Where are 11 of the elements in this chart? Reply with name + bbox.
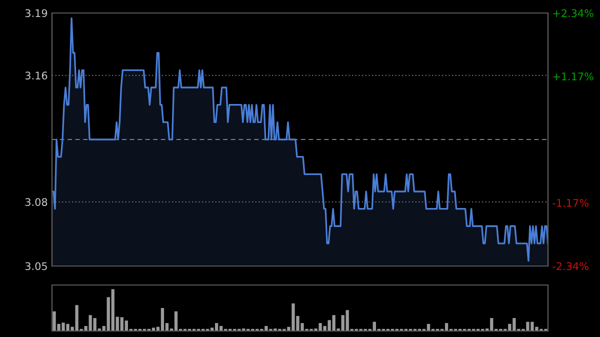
bar [160, 308, 164, 331]
y2-tick-label: +1.17% [553, 72, 594, 80]
y-tick-label: 3.19 [25, 9, 48, 18]
y2-tick-label: +2.34% [553, 9, 594, 18]
y2-tick-label: -2.34% [552, 262, 588, 270]
y-tick-label: 3.16 [25, 72, 48, 80]
y2-tick-label: -1.17% [552, 198, 588, 207]
y-tick-label: 3.05 [25, 262, 47, 270]
bar [174, 311, 178, 331]
y-tick-label: 3.08 [25, 198, 48, 206]
bar [444, 323, 448, 331]
